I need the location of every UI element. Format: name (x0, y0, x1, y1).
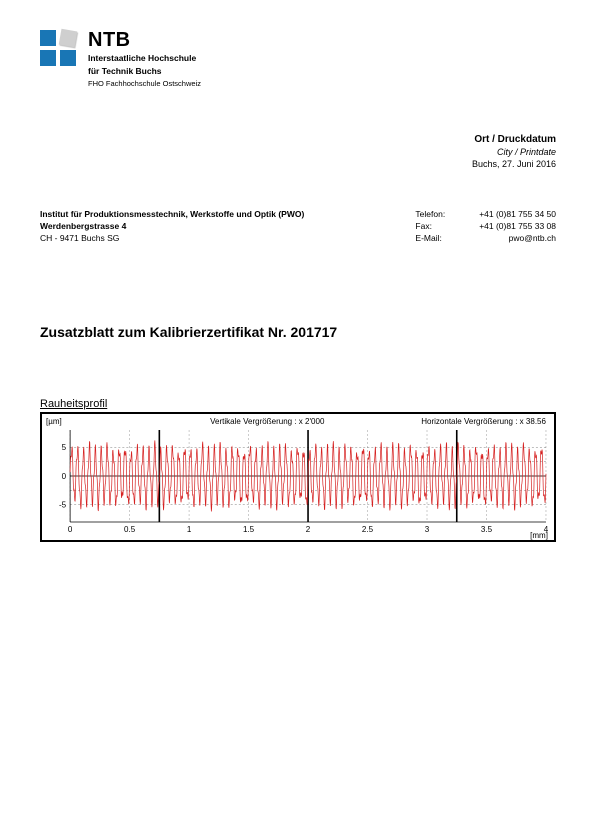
svg-text:Horizontale Vergrößerung : x 3: Horizontale Vergrößerung : x 38.56 (421, 417, 546, 426)
contact-block: Telefon: +41 (0)81 755 34 50 Fax: +41 (0… (415, 208, 556, 244)
institute-line1: Institut für Produktionsmesstechnik, Wer… (40, 208, 304, 220)
logo-subtitle-1a: Interstaatliche Hochschule (88, 53, 201, 63)
svg-text:1: 1 (187, 525, 192, 534)
logo-block: NTB Interstaatliche Hochschule für Techn… (40, 30, 556, 88)
logo-title: NTB (88, 30, 201, 50)
svg-text:2: 2 (306, 525, 311, 534)
date-italic: City / Printdate (40, 146, 556, 158)
svg-text:-5: -5 (59, 501, 67, 510)
svg-text:2.5: 2.5 (362, 525, 374, 534)
logo-square-gray (59, 29, 78, 48)
institute-line2: Werdenbergstrasse 4 (40, 220, 304, 232)
chart-frame: [µm] Vertikale Vergrößerung : x 2'000 Hori… (40, 412, 556, 542)
logo-text: NTB Interstaatliche Hochschule für Techn… (88, 30, 201, 88)
svg-text:0: 0 (62, 472, 67, 481)
svg-text:0.5: 0.5 (124, 525, 136, 534)
logo-square-blue-3 (60, 50, 76, 66)
contact-email-label: E-Mail: (415, 232, 445, 244)
svg-text:Vertikale Vergrößerung : x 2'0: Vertikale Vergrößerung : x 2'000 (210, 417, 325, 426)
contact-fax-value: +41 (0)81 755 33 08 (479, 220, 556, 232)
svg-text:3: 3 (425, 525, 430, 534)
institute-block: Institut für Produktionsmesstechnik, Wer… (40, 208, 304, 244)
info-row: Institut für Produktionsmesstechnik, Wer… (40, 208, 556, 244)
logo-square-blue-1 (40, 30, 56, 46)
logo-square-blue-2 (40, 50, 56, 66)
date-value: Buchs, 27. Juni 2016 (40, 158, 556, 170)
date-block: Ort / Druckdatum City / Printdate Buchs,… (40, 134, 556, 170)
svg-text:5: 5 (62, 443, 67, 452)
logo-subtitle-2: FHO Fachhochschule Ostschweiz (88, 79, 201, 88)
chart-title: Rauheitsprofil (40, 398, 556, 410)
logo-subtitle-1b: für Technik Buchs (88, 66, 201, 76)
main-title: Zusatzblatt zum Kalibrierzertifikat Nr. … (40, 324, 556, 340)
svg-text:[mm]: [mm] (530, 531, 548, 540)
institute-line3: CH - 9471 Buchs SG (40, 232, 304, 244)
contact-tel-label: Telefon: (415, 208, 445, 220)
contact-tel-value: +41 (0)81 755 34 50 (479, 208, 556, 220)
date-heading: Ort / Druckdatum (40, 134, 556, 146)
logo-squares (40, 30, 76, 66)
svg-text:1.5: 1.5 (243, 525, 255, 534)
contact-fax-label: Fax: (415, 220, 445, 232)
roughness-profile-chart: [µm] Vertikale Vergrößerung : x 2'000 Hori… (42, 414, 554, 540)
svg-text:[µm]: [µm] (46, 417, 62, 426)
svg-text:0: 0 (68, 525, 73, 534)
contact-email-value: pwo@ntb.ch (479, 232, 556, 244)
svg-text:3.5: 3.5 (481, 525, 493, 534)
